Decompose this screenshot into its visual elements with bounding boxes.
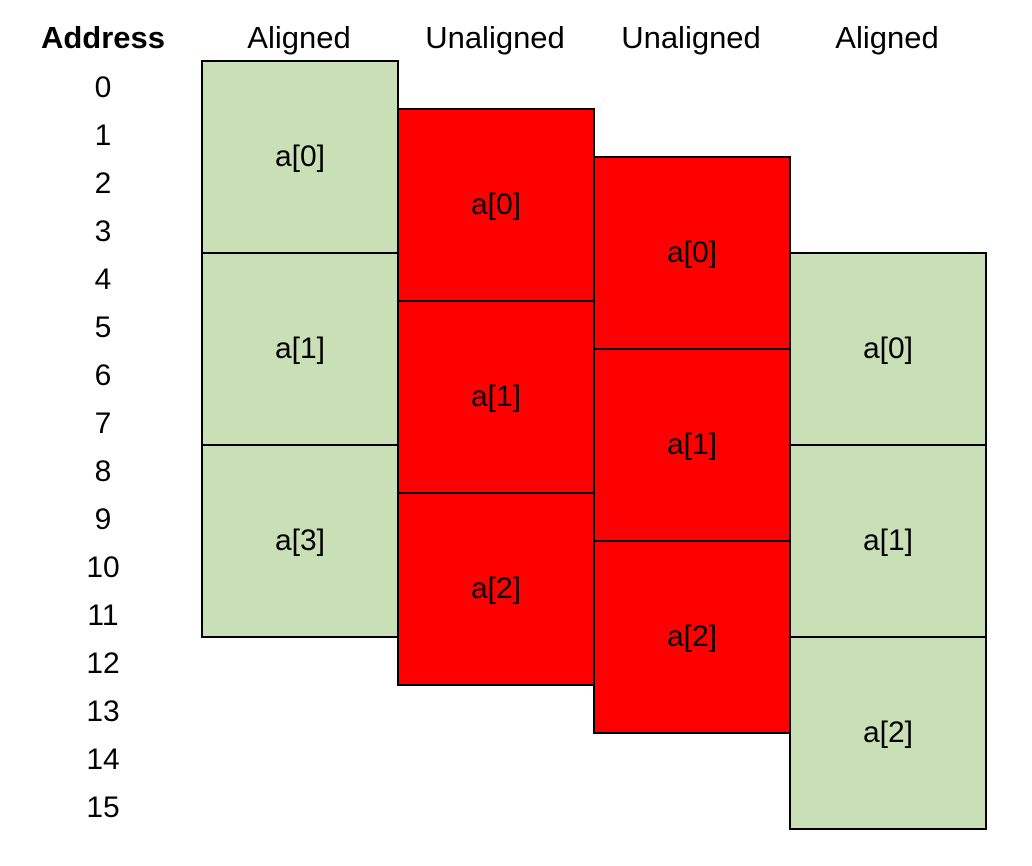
block-label: a[1] (470, 380, 522, 413)
unaligned-memory-block: a[2] (593, 540, 791, 734)
address-label: 14 (86, 743, 120, 776)
aligned-memory-block: a[1] (789, 444, 987, 638)
block-label: a[2] (862, 716, 914, 749)
aligned-memory-block: a[3] (201, 444, 399, 638)
unaligned-memory-block: a[1] (593, 348, 791, 542)
address-label: 13 (86, 695, 120, 728)
address-label: 12 (86, 647, 120, 680)
address-label: 7 (94, 407, 112, 440)
address-label: 4 (94, 263, 112, 296)
block-label: a[2] (666, 620, 718, 653)
aligned-memory-block: a[1] (201, 252, 399, 446)
column-header-unaligned: Unaligned (621, 20, 761, 55)
address-label: 1 (94, 119, 112, 152)
address-label: 6 (94, 359, 112, 392)
aligned-memory-block: a[0] (201, 60, 399, 254)
column-header-aligned: Aligned (835, 20, 939, 55)
address-label: 15 (86, 791, 120, 824)
block-label: a[0] (666, 236, 718, 269)
address-label: 8 (94, 455, 112, 488)
address-label: 5 (94, 311, 112, 344)
unaligned-memory-block: a[0] (397, 108, 595, 302)
address-label: 2 (94, 167, 112, 200)
address-label: 3 (94, 215, 112, 248)
unaligned-memory-block: a[1] (397, 300, 595, 494)
address-header: Address (40, 20, 166, 55)
block-label: a[0] (274, 140, 326, 173)
block-label: a[1] (274, 332, 326, 365)
block-label: a[3] (274, 524, 326, 557)
block-label: a[0] (470, 188, 522, 221)
unaligned-memory-block: a[0] (593, 156, 791, 350)
column-header-aligned: Aligned (247, 20, 351, 55)
address-label: 0 (94, 71, 112, 104)
aligned-memory-block: a[0] (789, 252, 987, 446)
unaligned-memory-block: a[2] (397, 492, 595, 686)
block-label: a[0] (862, 332, 914, 365)
address-label: 11 (87, 599, 119, 632)
block-label: a[1] (862, 524, 914, 557)
column-header-unaligned: Unaligned (425, 20, 565, 55)
address-label: 10 (86, 551, 120, 584)
block-label: a[1] (666, 428, 718, 461)
address-label: 9 (94, 503, 112, 536)
aligned-memory-block: a[2] (789, 636, 987, 830)
block-label: a[2] (470, 572, 522, 605)
